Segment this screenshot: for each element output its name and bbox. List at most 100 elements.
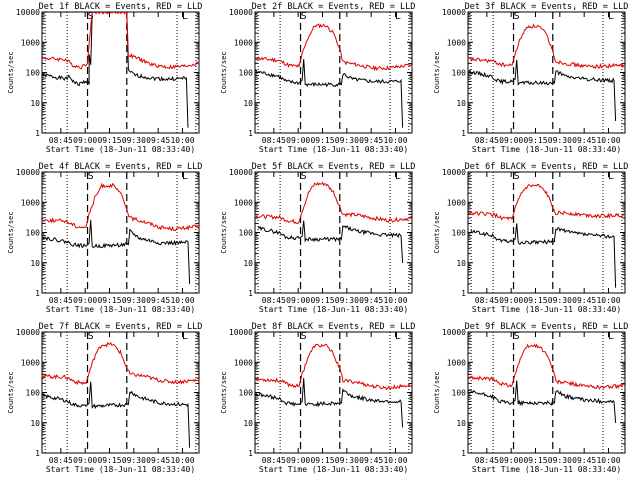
x-tick-label: 08:45 — [49, 456, 73, 465]
x-tick-label: 10:00 — [596, 296, 620, 305]
start-marker-label: S — [301, 11, 307, 22]
y-tick-label: 100 — [26, 69, 41, 78]
y-tick-label: 1 — [461, 449, 466, 458]
x-tick-label: 09:00 — [73, 456, 97, 465]
y-tick-label: 10000 — [442, 328, 466, 337]
x-tick-label: 08:45 — [475, 456, 499, 465]
detector-panel-5: Det 5f BLACK = Events, RED = LLD S L 1 10 100… — [213, 160, 426, 320]
y-tick-label: 100 — [26, 389, 41, 398]
end-marker-label: L — [608, 171, 614, 182]
y-tick-label: 10000 — [442, 168, 466, 177]
lld-series-line — [42, 12, 199, 70]
y-tick-label: 10000 — [229, 168, 253, 177]
y-tick-label: 1000 — [447, 198, 466, 207]
events-series-line — [257, 220, 404, 263]
x-tick-label: 10:00 — [170, 296, 194, 305]
x-tick-label: 09:00 — [499, 456, 523, 465]
x-tick-label: 09:30 — [335, 136, 359, 145]
events-series-line — [468, 59, 617, 122]
x-tick-label: 09:30 — [122, 136, 146, 145]
x-tick-label: 10:00 — [170, 456, 194, 465]
x-axis-label: Start Time (18-Jun-11 08:33:40) — [472, 465, 621, 474]
chart-title: Det 2f BLACK = Events, RED = LLD — [252, 2, 416, 12]
plot-frame — [254, 11, 413, 134]
x-tick-label: 08:45 — [262, 136, 286, 145]
y-tick-label: 1000 — [447, 38, 466, 47]
x-tick-label: 09:45 — [359, 456, 383, 465]
y-tick-label: 1 — [35, 449, 40, 458]
events-series-line — [468, 380, 617, 423]
y-tick-label: 10 — [456, 99, 466, 108]
y-tick-label: 1000 — [234, 198, 253, 207]
x-axis-label: Start Time (18-Jun-11 08:33:40) — [46, 465, 195, 474]
y-tick-label: 100 — [239, 389, 254, 398]
chart-title: Det 7f BLACK = Events, RED = LLD — [39, 322, 203, 332]
start-marker-label: S — [88, 331, 94, 342]
events-series-line — [42, 381, 191, 448]
y-axis-label: Counts/sec — [220, 51, 228, 93]
y-tick-label: 10000 — [16, 168, 40, 177]
x-tick-label: 09:00 — [73, 296, 97, 305]
detector-panel-8: Det 8f BLACK = Events, RED = LLD S L 1 10 100… — [213, 320, 426, 480]
detector-panel-2: Det 2f BLACK = Events, RED = LLD S L 1 10 100… — [213, 0, 426, 160]
x-tick-label: 09:30 — [335, 296, 359, 305]
y-tick-label: 10000 — [442, 8, 466, 17]
lld-series-line — [42, 182, 199, 232]
x-tick-label: 09:15 — [310, 456, 334, 465]
start-marker-label: S — [514, 331, 520, 342]
x-tick-label: 09:15 — [523, 296, 547, 305]
x-tick-label: 09:45 — [359, 296, 383, 305]
start-marker-label: S — [301, 171, 307, 182]
events-series-line — [255, 378, 404, 428]
end-marker-label: L — [182, 11, 188, 22]
x-tick-label: 09:30 — [548, 136, 572, 145]
y-tick-label: 1 — [461, 289, 466, 298]
lld-series-line — [468, 343, 625, 390]
detector-panel-9: Det 9f BLACK = Events, RED = LLD S L 1 10 100… — [426, 320, 639, 480]
start-marker-label: S — [88, 171, 94, 182]
x-tick-label: 09:30 — [335, 456, 359, 465]
x-tick-label: 09:45 — [146, 296, 170, 305]
detector-panel-7: Det 7f BLACK = Events, RED = LLD S L 1 10 100… — [0, 320, 213, 480]
start-marker-label: S — [514, 11, 520, 22]
end-marker-label: L — [395, 331, 401, 342]
x-tick-label: 08:45 — [475, 136, 499, 145]
x-axis-label: Start Time (18-Jun-11 08:33:40) — [46, 145, 195, 154]
x-axis-label: Start Time (18-Jun-11 08:33:40) — [472, 145, 621, 154]
x-tick-label: 08:45 — [49, 136, 73, 145]
end-marker-label: L — [395, 171, 401, 182]
y-tick-label: 10 — [456, 419, 466, 428]
y-axis-label: Counts/sec — [433, 51, 441, 93]
x-tick-label: 09:15 — [310, 296, 334, 305]
chart-title: Det 6f BLACK = Events, RED = LLD — [465, 162, 629, 172]
x-tick-label: 09:15 — [523, 456, 547, 465]
y-axis-label: Counts/sec — [7, 51, 15, 93]
x-axis-label: Start Time (18-Jun-11 08:33:40) — [259, 145, 408, 154]
x-tick-label: 09:00 — [286, 456, 310, 465]
y-tick-label: 10 — [30, 259, 40, 268]
x-tick-label: 09:15 — [310, 136, 334, 145]
plot-frame — [467, 11, 626, 134]
events-series-line — [42, 219, 191, 284]
end-marker-label: L — [608, 11, 614, 22]
y-tick-label: 100 — [239, 229, 254, 238]
y-tick-label: 1000 — [21, 198, 40, 207]
chart-title: Det 8f BLACK = Events, RED = LLD — [252, 322, 416, 332]
events-series-line — [470, 223, 617, 288]
start-marker-label: S — [88, 11, 94, 22]
x-tick-label: 09:30 — [548, 456, 572, 465]
x-tick-label: 09:45 — [572, 296, 596, 305]
y-tick-label: 10000 — [229, 328, 253, 337]
y-tick-label: 10 — [243, 259, 253, 268]
y-tick-label: 10000 — [229, 8, 253, 17]
y-axis-label: Counts/sec — [433, 371, 441, 413]
y-tick-label: 100 — [452, 389, 467, 398]
y-axis-label: Counts/sec — [433, 211, 441, 253]
events-series-line — [255, 58, 404, 128]
x-tick-label: 10:00 — [596, 136, 620, 145]
